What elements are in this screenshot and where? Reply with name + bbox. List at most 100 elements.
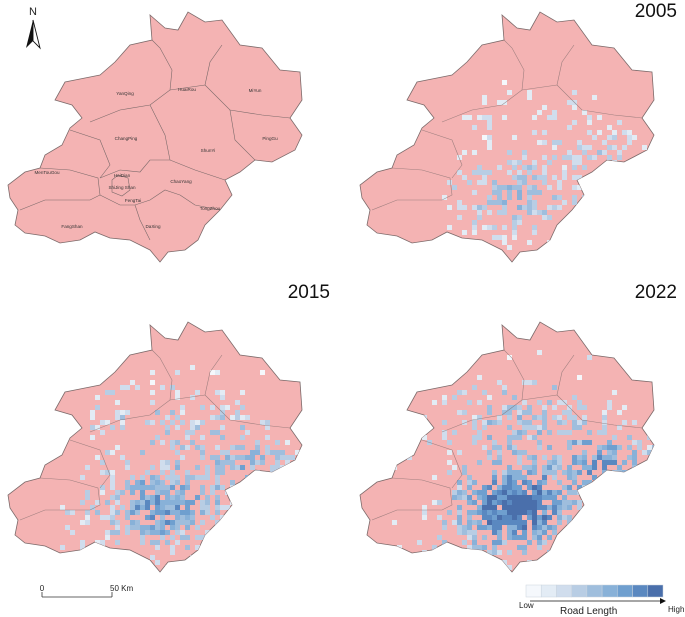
road-density-cell [95,455,100,460]
road-density-cell [572,415,577,420]
road-density-cell [607,460,612,465]
road-density-cell [150,420,155,425]
road-density-cell [552,115,557,120]
road-density-cell [115,445,120,450]
road-density-cell [507,485,512,490]
road-density-cell [457,520,462,525]
road-density-cell [140,540,145,545]
road-density-cell [467,400,472,405]
road-density-cell [110,475,115,480]
road-density-cell [622,420,627,425]
road-density-cell [502,115,507,120]
road-density-cell [230,465,235,470]
road-density-cell [502,185,507,190]
road-density-cell [507,550,512,555]
road-density-cell [457,450,462,455]
road-density-cell [255,450,260,455]
road-density-cell [487,525,492,530]
road-density-cell [170,500,175,505]
road-density-cell [472,520,477,525]
road-density-cell [602,190,607,195]
road-density-cell [577,145,582,150]
road-density-cell [517,185,522,190]
road-density-cell [547,560,552,565]
road-density-cell [542,510,547,515]
road-density-cell [155,525,160,530]
road-density-cell [572,195,577,200]
road-density-cell [557,400,562,405]
road-density-cell [175,510,180,515]
road-density-cell [160,535,165,540]
road-density-cell [507,425,512,430]
road-density-cell [642,470,647,475]
road-density-cell [105,530,110,535]
road-density-cell [537,515,542,520]
road-density-cell [120,555,125,560]
road-density-cell [507,475,512,480]
road-density-cell [522,205,527,210]
road-density-cell [492,420,497,425]
road-density-cell [422,550,427,555]
road-density-cell [245,490,250,495]
road-density-cell [602,415,607,420]
road-density-cell [145,420,150,425]
road-density-cell [602,475,607,480]
road-density-cell [180,520,185,525]
road-density-cell [567,525,572,530]
road-density-cell [502,540,507,545]
road-density-cell [482,510,487,515]
road-density-cell [587,145,592,150]
road-density-cell [457,515,462,520]
road-density-cell [577,515,582,520]
road-density-cell [552,145,557,150]
road-density-cell [165,530,170,535]
road-density-cell [522,465,527,470]
road-density-cell [492,505,497,510]
road-density-cell [447,450,452,455]
road-density-cell [482,505,487,510]
road-density-cell [642,450,647,455]
road-density-cell [462,470,467,475]
legend-color-ramp [525,584,664,598]
road-density-cell [90,425,95,430]
road-density-cell [577,470,582,475]
road-density-cell [512,520,517,525]
road-density-cell [567,465,572,470]
road-density-cell [557,180,562,185]
road-density-cell [467,115,472,120]
road-density-cell [250,485,255,490]
road-density-cell [557,565,562,570]
road-density-cell [185,545,190,550]
road-density-cell [110,505,115,510]
road-density-cell [472,385,477,390]
road-density-cell [170,535,175,540]
road-density-cell [482,205,487,210]
road-density-cell [577,175,582,180]
road-density-cell [527,465,532,470]
road-density-cell [502,500,507,505]
road-density-cell [602,455,607,460]
road-density-cell [275,480,280,485]
road-density-cell [300,495,302,500]
road-density-cell [437,515,442,520]
road-density-cell [205,500,210,505]
road-density-cell [462,175,467,180]
road-density-cell [467,530,472,535]
road-density-cell [105,420,110,425]
road-density-cell [512,220,517,225]
road-density-cell [210,555,215,560]
road-density-cell [512,535,517,540]
road-density-cell [537,175,542,180]
road-density-cell [552,530,557,535]
road-density-cell [507,495,512,500]
road-density-cell [110,450,115,455]
road-density-cell [637,480,642,485]
road-density-cell [45,385,50,390]
road-density-cell [567,485,572,490]
road-density-cell [527,185,532,190]
road-density-cell [180,420,185,425]
road-density-cell [195,545,200,550]
road-density-cell [492,225,497,230]
road-density-cell [537,190,542,195]
map-panel-2022 [359,321,655,573]
